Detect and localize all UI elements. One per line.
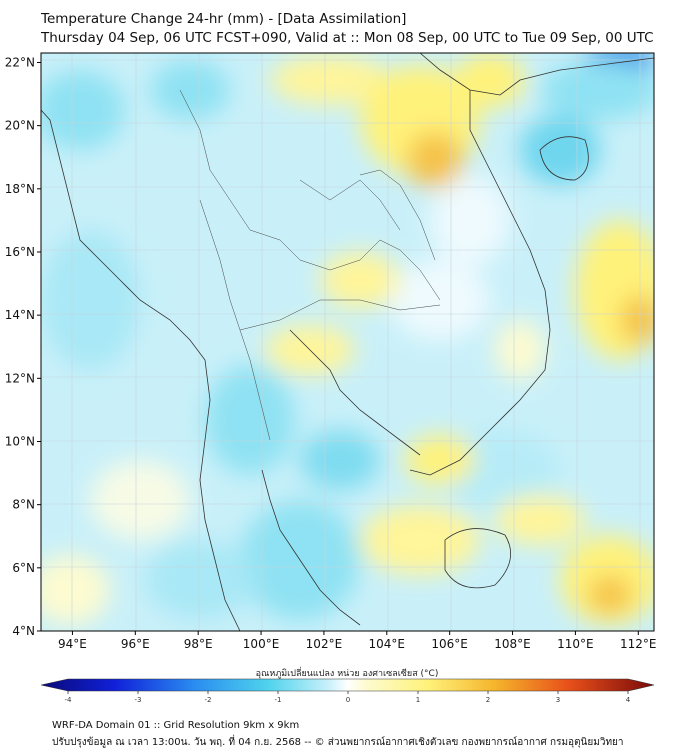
lon-tick-label: 98°E — [184, 637, 213, 651]
colorbar-tick-label: -4 — [65, 696, 73, 704]
lat-tick-label: 16°N — [5, 245, 35, 259]
lon-tick-label: 94°E — [58, 637, 87, 651]
colorbar-label: อุณหภูมิเปลี่ยนแปลง หน่วย องศาเซลเซียส (… — [256, 666, 439, 679]
colorbar-ticks: -4 -3 -2 -1 0 1 2 3 4 — [65, 691, 631, 704]
admin-borders — [179, 89, 441, 441]
temperature-change-map: 22°N 20°N 18°N 16°N 14°N 12°N 10°N 8°N 6°N 4°N 94… — [5, 52, 657, 704]
footer-model-info: WRF-DA Domain 01 :: Grid Resolution 9km … — [52, 720, 300, 731]
lon-tick-label: 104°E — [369, 637, 406, 651]
lat-tick-label: 20°N — [5, 119, 35, 133]
graticule — [41, 53, 654, 631]
lon-tick-label: 96°E — [121, 637, 150, 651]
latitude-axis: 22°N 20°N 18°N 16°N 14°N 12°N 10°N 8°N 6°N 4°N — [5, 55, 41, 638]
lat-tick-label: 8°N — [12, 498, 35, 512]
lat-tick-label: 18°N — [5, 182, 35, 196]
lon-tick-label: 110°E — [557, 637, 594, 651]
lon-tick-label: 112°E — [620, 637, 657, 651]
lat-tick-label: 4°N — [12, 624, 35, 638]
lat-tick-label: 22°N — [5, 55, 35, 69]
temperature-field — [41, 53, 654, 631]
colorbar-tick-label: -3 — [135, 696, 142, 704]
colorbar-tick-label: 3 — [556, 696, 560, 704]
map-subtitle: Thursday 04 Sep, 06 UTC FCST+090, Valid … — [41, 30, 654, 46]
lon-tick-label: 102°E — [306, 637, 343, 651]
map-frame — [40, 52, 655, 632]
lat-tick-label: 14°N — [5, 308, 35, 322]
colorbar-tick-label: 0 — [346, 696, 350, 704]
lon-tick-label: 108°E — [494, 637, 531, 651]
colorbar — [40, 678, 655, 692]
colorbar-tick-label: 1 — [416, 696, 420, 704]
colorbar-tick-label: -2 — [205, 696, 212, 704]
map-title: Temperature Change 24-hr (mm) - [Data As… — [41, 11, 407, 27]
colorbar-tick-label: 2 — [486, 696, 490, 704]
longitude-axis: 94°E 96°E 98°E 100°E 102°E 104°E 106°E 108°E 110… — [58, 631, 657, 651]
lat-tick-label: 6°N — [12, 561, 35, 575]
lat-tick-label: 12°N — [5, 371, 35, 385]
colorbar-tick-label: -1 — [275, 696, 282, 704]
lon-tick-label: 106°E — [431, 637, 468, 651]
coastlines — [41, 53, 654, 631]
lat-tick-label: 10°N — [5, 434, 35, 448]
colorbar-tick-label: 4 — [626, 696, 631, 704]
lon-tick-label: 100°E — [243, 637, 280, 651]
footer-credit: ปรับปรุงข้อมูล ณ เวลา 13:00น. วัน พฤ. ที… — [52, 737, 624, 748]
